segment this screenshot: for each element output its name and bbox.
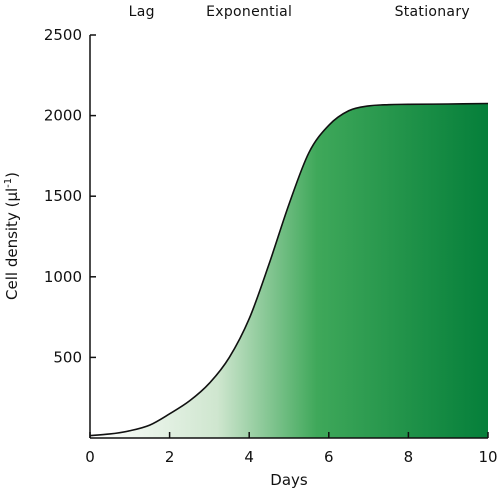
y-axis-title-main: Cell density (µl bbox=[3, 188, 21, 300]
axes bbox=[89, 34, 489, 439]
x-tick-label: 8 bbox=[404, 448, 414, 466]
x-tick-label: 0 bbox=[85, 448, 95, 466]
phase-label-lag: Lag bbox=[129, 4, 155, 20]
y-tick-label: 500 bbox=[53, 348, 82, 366]
phase-label-exponential: Exponential bbox=[206, 4, 292, 20]
y-tick-label: 2500 bbox=[44, 26, 82, 44]
x-tick-label: 6 bbox=[324, 448, 334, 466]
phase-label-stationary: Stationary bbox=[395, 4, 470, 20]
growth-curve-line bbox=[89, 102, 489, 437]
y-axis-title-close: ) bbox=[3, 172, 21, 178]
y-axis-title: Cell density (µl-1) bbox=[3, 172, 21, 300]
x-axis-title: Days bbox=[270, 471, 308, 489]
growth-area-fill bbox=[90, 103, 488, 438]
x-tick-label: 2 bbox=[165, 448, 175, 466]
x-tick-label: 10 bbox=[478, 448, 497, 466]
y-tick-label: 1500 bbox=[44, 187, 82, 205]
tick-labels: 0 2 4 6 8 10 500 1000 1500 2000 2500 Lag Exponential… bbox=[44, 4, 498, 466]
x-tick-label: 4 bbox=[244, 448, 254, 466]
y-tick-label: 2000 bbox=[44, 107, 82, 125]
y-tick-label: 1000 bbox=[44, 268, 82, 286]
y-axis-title-sup: -1 bbox=[3, 178, 14, 188]
plot-area bbox=[89, 102, 489, 438]
